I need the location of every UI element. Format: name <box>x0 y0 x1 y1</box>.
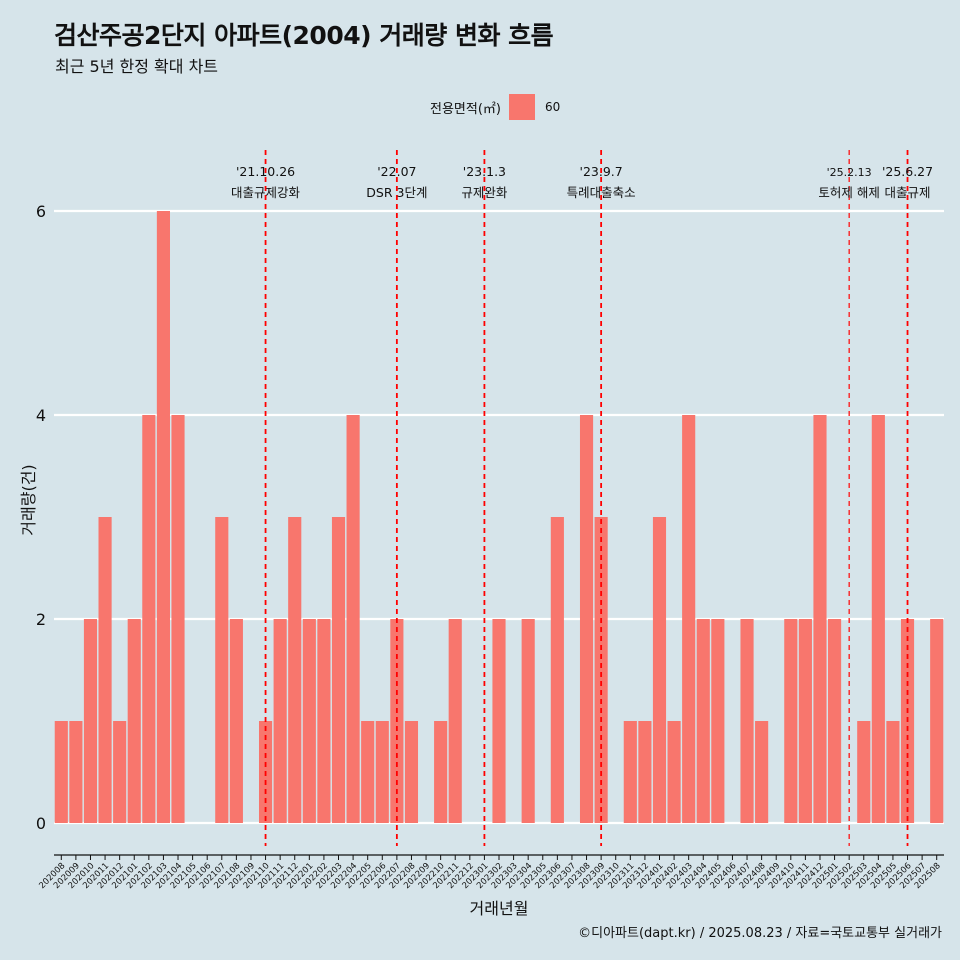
bar <box>171 415 185 823</box>
bar <box>331 517 346 823</box>
bar <box>229 619 243 823</box>
bar <box>813 415 827 823</box>
event-name-label: DSR 3단계 <box>366 185 427 200</box>
y-tick-label: 0 <box>36 814 46 833</box>
y-tick-label: 2 <box>36 610 46 629</box>
legend: 전용면적(㎡) 60 <box>430 94 560 120</box>
footer-caption: ©디아파트(dapt.kr) / 2025.08.23 / 자료=국토교통부 실… <box>578 926 942 941</box>
bar <box>594 517 608 823</box>
bar <box>871 415 885 823</box>
bar <box>434 721 448 823</box>
bar <box>361 721 375 823</box>
bar <box>784 619 798 823</box>
event-date-label: '25.6.27 <box>882 164 933 179</box>
bar <box>404 721 419 823</box>
bar <box>930 619 944 823</box>
bar <box>54 721 68 823</box>
bar <box>375 721 389 823</box>
y-axis-title: 거래량(건) <box>19 464 38 535</box>
bar <box>492 619 506 823</box>
bar <box>273 619 287 823</box>
bar <box>113 721 127 823</box>
event-date-label: '23.9.7 <box>580 164 623 179</box>
bar <box>638 721 652 823</box>
bar <box>346 415 360 823</box>
bar <box>83 619 98 823</box>
bar <box>579 415 594 823</box>
bar <box>448 619 462 823</box>
bar <box>521 619 535 823</box>
bar <box>667 721 681 823</box>
event-date-label: '25.2.13 <box>827 166 872 179</box>
legend-title: 전용면적(㎡) <box>430 101 501 117</box>
bar <box>798 619 812 823</box>
page-title: 검산주공2단지 아파트(2004) 거래량 변화 흐름 <box>54 21 554 50</box>
bar <box>317 619 331 823</box>
bar <box>886 721 900 823</box>
bar <box>550 517 564 823</box>
bar <box>755 721 769 823</box>
event-name-label: 대출규제강화 <box>231 185 301 200</box>
event-name-label: 규제완화 <box>461 185 508 200</box>
bar <box>623 721 637 823</box>
bar <box>288 517 302 823</box>
bar <box>69 721 83 823</box>
bar <box>857 721 871 823</box>
bar <box>142 415 156 823</box>
event-date-label: '23.1.3 <box>463 164 506 179</box>
page-subtitle: 최근 5년 한정 확대 차트 <box>55 57 219 76</box>
bar <box>127 619 141 823</box>
bar <box>828 619 842 823</box>
bar <box>682 415 696 823</box>
bar <box>215 517 229 823</box>
y-tick-label: 4 <box>36 406 46 425</box>
event-date-label: '22.07 <box>377 164 416 179</box>
bar <box>652 517 667 823</box>
legend-key-label: 60 <box>544 100 561 114</box>
event-name-label: 토허제 해제 <box>818 185 879 200</box>
bar <box>156 211 170 823</box>
event-date-label: '21.10.26 <box>236 164 295 179</box>
legend-swatch <box>508 94 535 120</box>
bar <box>98 517 112 823</box>
bar <box>740 619 754 823</box>
bar <box>302 619 316 823</box>
event-name-label: 대출규제 <box>885 185 931 200</box>
event-name-label: 특례대출축소 <box>567 185 636 200</box>
x-axis-title: 거래년월 <box>470 899 529 918</box>
bar <box>711 619 725 823</box>
y-tick-label: 6 <box>36 202 46 221</box>
bar <box>696 619 710 823</box>
